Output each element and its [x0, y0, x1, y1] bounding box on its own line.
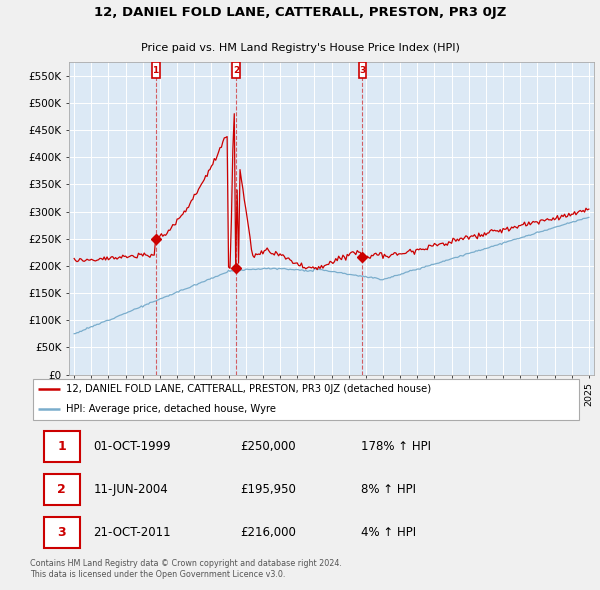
Text: Price paid vs. HM Land Registry's House Price Index (HPI): Price paid vs. HM Land Registry's House …	[140, 43, 460, 53]
FancyBboxPatch shape	[44, 431, 80, 463]
FancyBboxPatch shape	[44, 517, 80, 548]
FancyBboxPatch shape	[33, 379, 579, 420]
FancyBboxPatch shape	[232, 63, 240, 78]
Text: 2: 2	[58, 483, 66, 496]
Text: 12, DANIEL FOLD LANE, CATTERALL, PRESTON, PR3 0JZ (detached house): 12, DANIEL FOLD LANE, CATTERALL, PRESTON…	[66, 384, 431, 394]
FancyBboxPatch shape	[152, 63, 160, 78]
Text: £216,000: £216,000	[240, 526, 296, 539]
Text: 2: 2	[233, 65, 239, 74]
Text: 1: 1	[58, 440, 66, 453]
Text: 01-OCT-1999: 01-OCT-1999	[94, 440, 171, 453]
Text: 8% ↑ HPI: 8% ↑ HPI	[361, 483, 416, 496]
FancyBboxPatch shape	[44, 474, 80, 505]
Text: 1: 1	[152, 65, 159, 74]
Text: £195,950: £195,950	[240, 483, 296, 496]
Text: 12, DANIEL FOLD LANE, CATTERALL, PRESTON, PR3 0JZ: 12, DANIEL FOLD LANE, CATTERALL, PRESTON…	[94, 6, 506, 19]
Text: 4% ↑ HPI: 4% ↑ HPI	[361, 526, 416, 539]
FancyBboxPatch shape	[359, 63, 366, 78]
Text: 3: 3	[58, 526, 66, 539]
Text: 21-OCT-2011: 21-OCT-2011	[94, 526, 171, 539]
Text: 178% ↑ HPI: 178% ↑ HPI	[361, 440, 431, 453]
Text: £250,000: £250,000	[240, 440, 295, 453]
Text: 3: 3	[359, 65, 365, 74]
Text: HPI: Average price, detached house, Wyre: HPI: Average price, detached house, Wyre	[66, 405, 276, 414]
Text: 11-JUN-2004: 11-JUN-2004	[94, 483, 168, 496]
Text: Contains HM Land Registry data © Crown copyright and database right 2024.
This d: Contains HM Land Registry data © Crown c…	[30, 559, 342, 579]
